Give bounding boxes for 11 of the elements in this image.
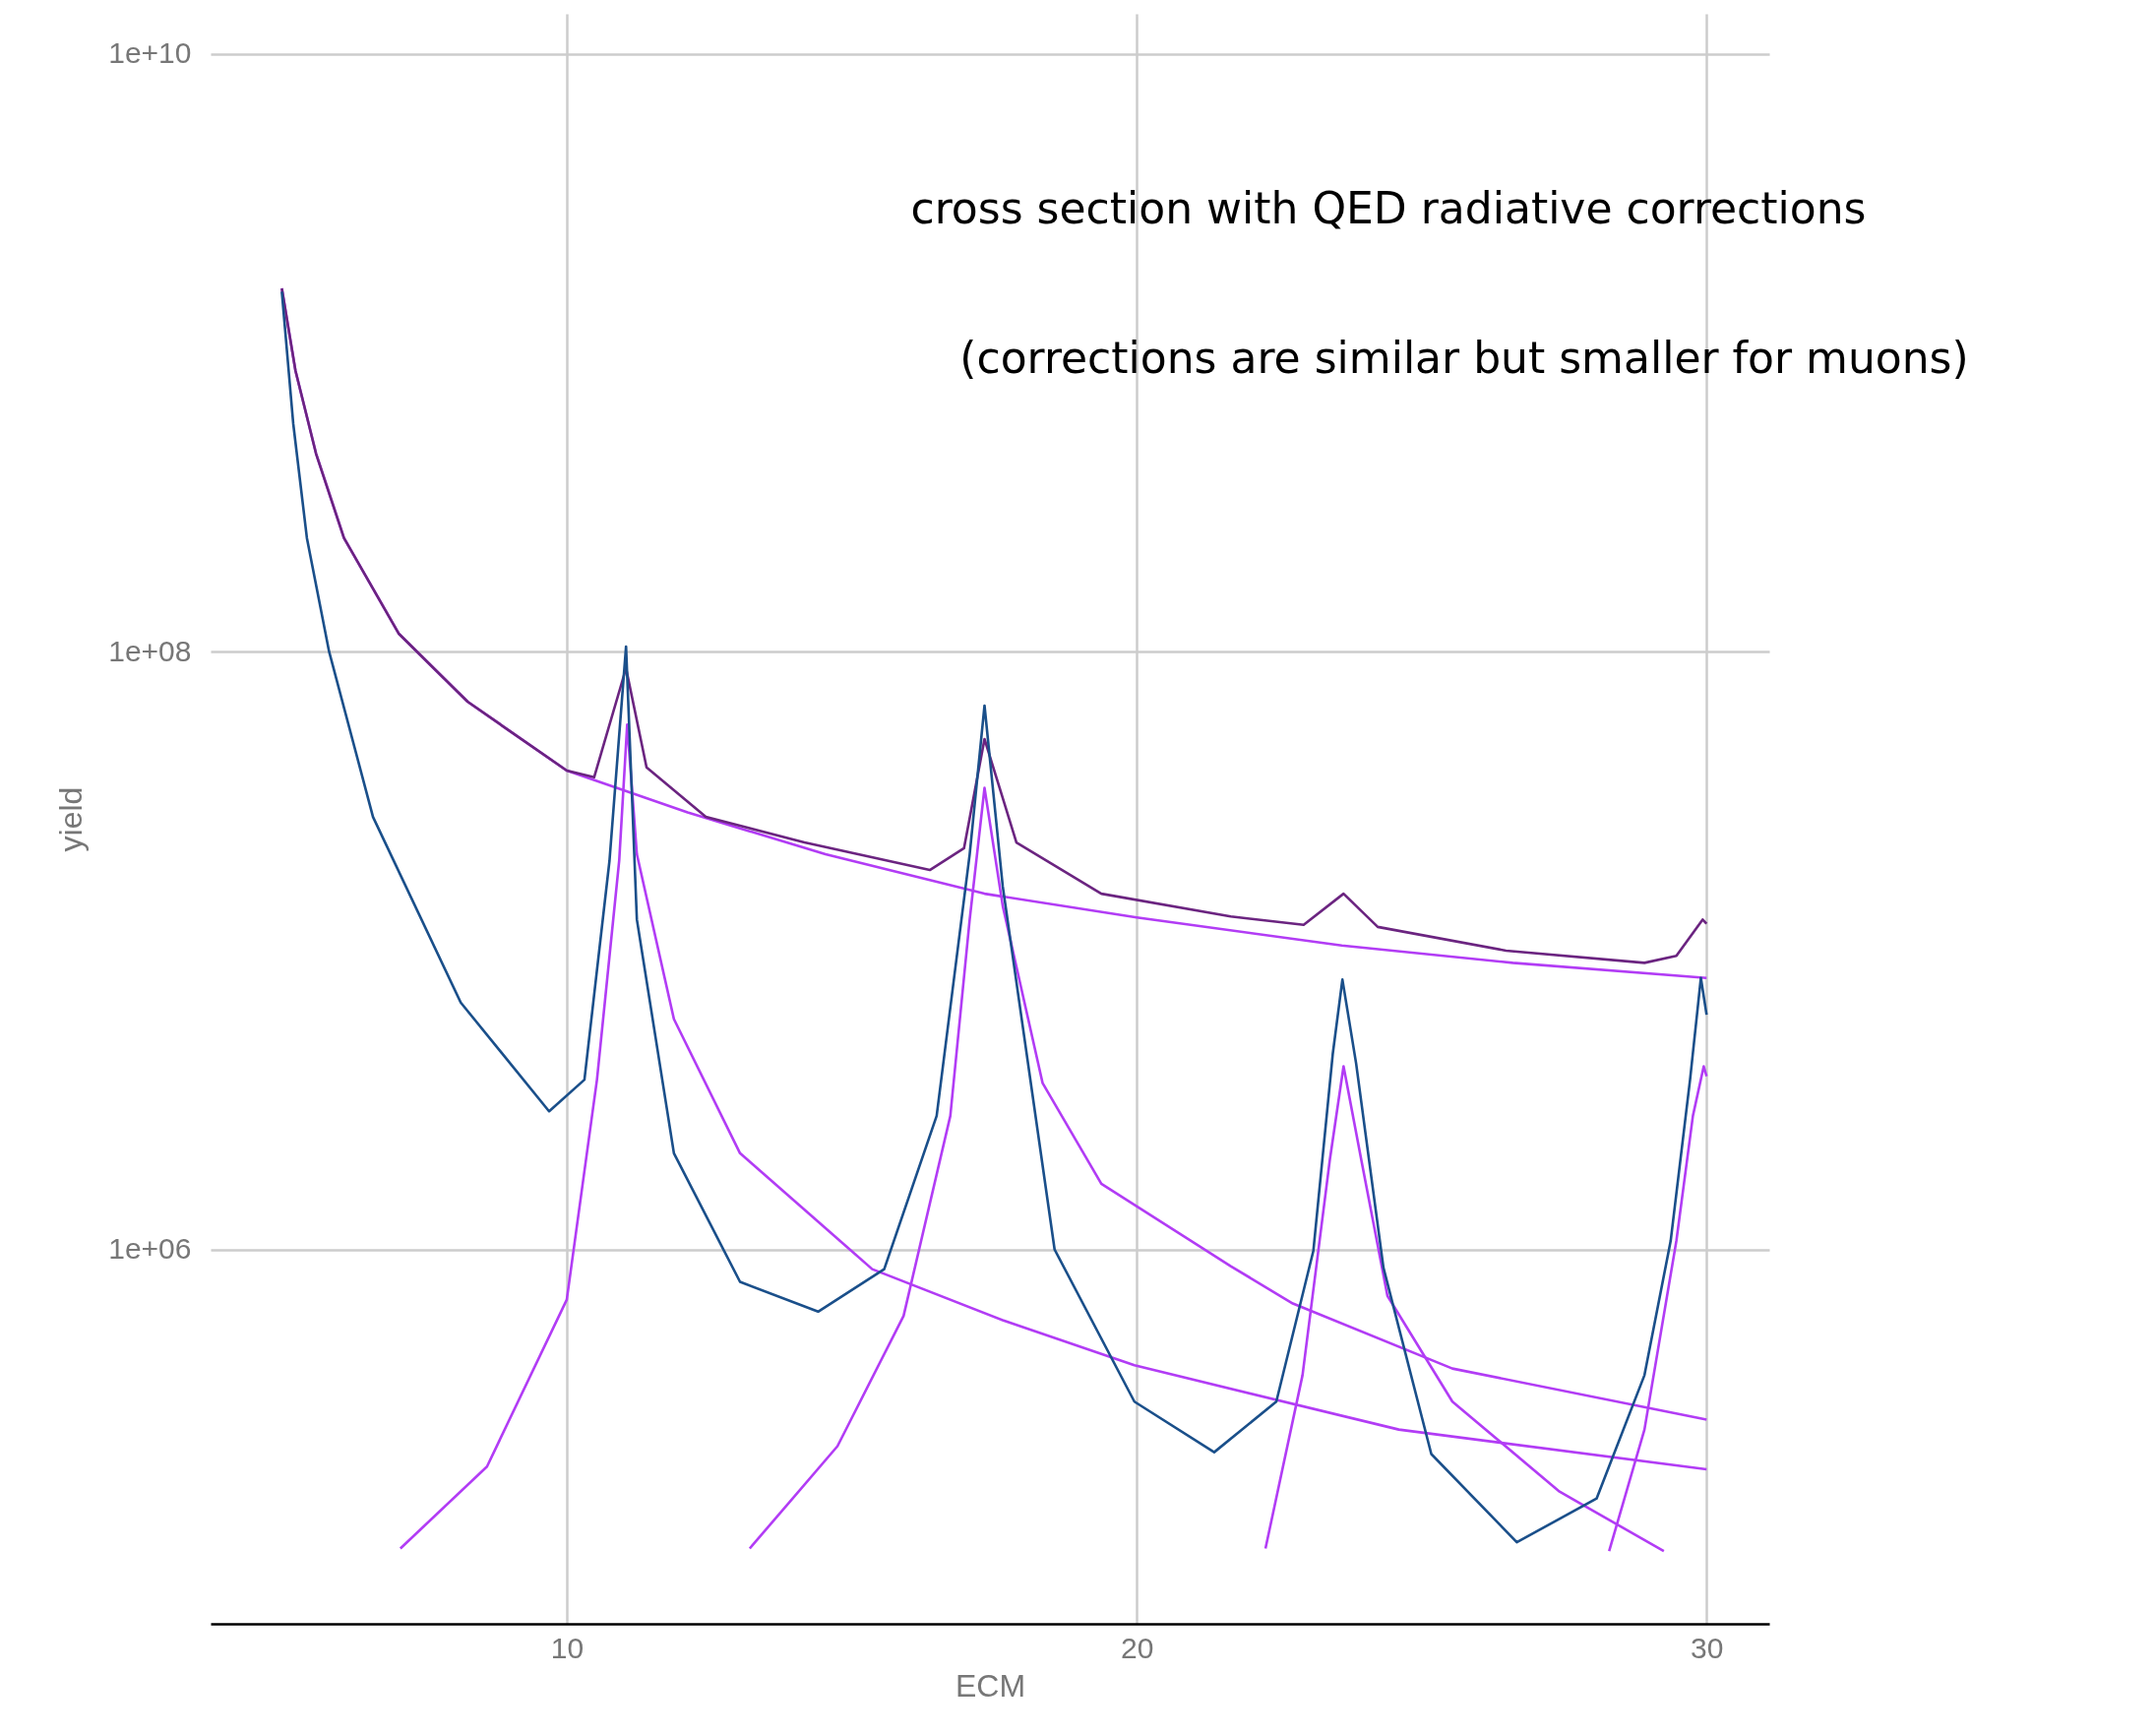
- annotation: (corrections are similar but smaller for muons): [959, 333, 1969, 383]
- y-tick-label: 1e+10: [108, 36, 192, 70]
- x-tick-label: 30: [1691, 1631, 1724, 1664]
- x-axis-title: ECM: [955, 1667, 1026, 1704]
- y-tick-label: 1e+08: [108, 634, 192, 667]
- annotation: cross section with QED radiative corrections: [910, 183, 1867, 233]
- line-series: [399, 723, 1708, 1550]
- x-tick-label: 20: [1120, 1631, 1154, 1664]
- x-tick-label: 10: [550, 1631, 585, 1664]
- y-tick-label: 1e+06: [108, 1232, 192, 1266]
- y-axis-title: yield: [53, 786, 90, 852]
